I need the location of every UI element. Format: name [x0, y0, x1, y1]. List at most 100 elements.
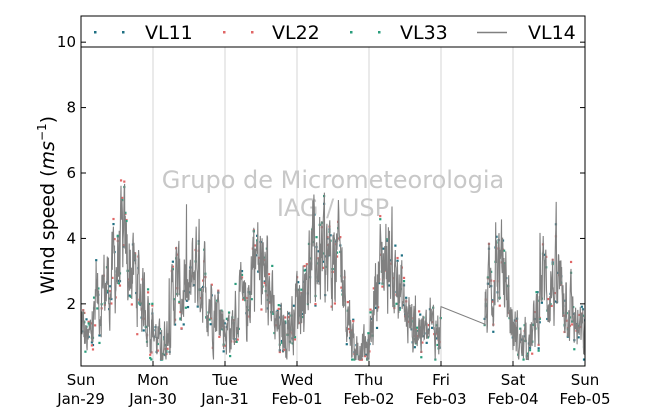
x-tick-label-date: Feb-03 [415, 390, 466, 408]
y-tick-label: 10 [57, 33, 76, 51]
data-point [315, 236, 318, 239]
x-tick-label-day: Mon [137, 371, 169, 389]
x-tick-label-day: Sun [67, 371, 96, 389]
data-point [365, 353, 368, 356]
watermark-line-2: IAG / USP [277, 194, 389, 222]
data-point [425, 341, 428, 344]
data-point [284, 316, 287, 319]
series-vl14-line [81, 183, 585, 361]
legend-label: VL14 [528, 22, 576, 44]
data-point [346, 300, 349, 304]
x-tick-label-date: Feb-04 [487, 390, 538, 408]
data-point [493, 280, 496, 283]
data-point [112, 217, 115, 221]
data-point [94, 324, 97, 327]
data-point [287, 316, 290, 319]
y-tick-label: 4 [66, 229, 76, 247]
legend-entry-vl22: VL22 [223, 22, 320, 44]
data-point [540, 301, 543, 304]
data-point [208, 318, 211, 321]
data-point [166, 347, 169, 350]
data-point [84, 350, 87, 353]
legend-swatch [122, 31, 125, 34]
data-point [210, 283, 213, 286]
data-point [352, 320, 355, 323]
data-point [292, 304, 295, 307]
data-point [111, 276, 114, 279]
data-point [421, 341, 424, 344]
data-point [531, 352, 534, 355]
data-point [98, 334, 101, 337]
data-point [577, 336, 580, 339]
data-point [222, 350, 225, 353]
data-point [317, 250, 320, 253]
data-point [209, 323, 212, 326]
data-point [180, 327, 183, 330]
data-point [360, 358, 363, 361]
data-point [352, 318, 355, 321]
data-point [92, 296, 96, 299]
y-axis-label-exponent: −1 [35, 123, 49, 141]
data-point [582, 358, 585, 361]
y-axis-label-unit: ms [37, 141, 59, 170]
data-point [90, 344, 93, 347]
data-point [314, 302, 317, 306]
data-point [369, 308, 372, 311]
data-point [402, 276, 406, 280]
legend-entry-vl33: VL33 [350, 22, 448, 44]
data-point [418, 310, 421, 313]
data-point [257, 270, 260, 273]
watermark: Grupo de Micrometeorologia IAG / USP [162, 166, 504, 222]
data-point [260, 308, 263, 311]
data-point [562, 314, 565, 317]
data-point [272, 312, 275, 315]
data-point [427, 323, 430, 327]
data-point [419, 313, 422, 316]
data-point [96, 307, 99, 310]
data-point [149, 353, 152, 356]
data-point [333, 302, 336, 305]
data-point [136, 333, 139, 336]
data-point [379, 218, 382, 221]
data-point [142, 329, 145, 332]
data-point [196, 305, 199, 308]
grid-lines [152, 16, 514, 366]
data-point [185, 299, 189, 302]
data-point [113, 238, 116, 241]
y-tick-label: 6 [66, 164, 76, 182]
data-point [375, 326, 379, 330]
data-point [235, 340, 238, 343]
data-point [398, 306, 401, 310]
data-point [374, 306, 378, 310]
x-tick-label-day: Thu [354, 371, 383, 389]
data-point [182, 323, 185, 326]
data-point [303, 264, 306, 268]
data-point [398, 308, 401, 311]
data-point [491, 300, 494, 303]
data-point [503, 249, 506, 252]
data-point [321, 260, 325, 263]
data-point [314, 304, 317, 307]
plot-area [81, 16, 585, 366]
legend-swatch [223, 31, 226, 34]
data-point [240, 273, 244, 276]
data-point [179, 318, 182, 321]
data-point [379, 215, 382, 218]
data-point [91, 348, 95, 351]
data-point [277, 304, 280, 307]
data-point [283, 348, 286, 352]
data-point [85, 318, 88, 321]
watermark-line-1: Grupo de Micrometeorologia [162, 166, 504, 194]
data-point [321, 266, 325, 269]
data-point [353, 358, 356, 361]
data-point [535, 291, 538, 294]
y-tick-label: 2 [66, 295, 76, 313]
data-point [402, 280, 406, 283]
data-point [330, 305, 333, 308]
data-point [117, 282, 120, 285]
data-point [498, 304, 501, 307]
data-point [242, 298, 245, 301]
data-point [550, 304, 553, 308]
data-point [491, 299, 494, 302]
data-point [580, 305, 583, 308]
